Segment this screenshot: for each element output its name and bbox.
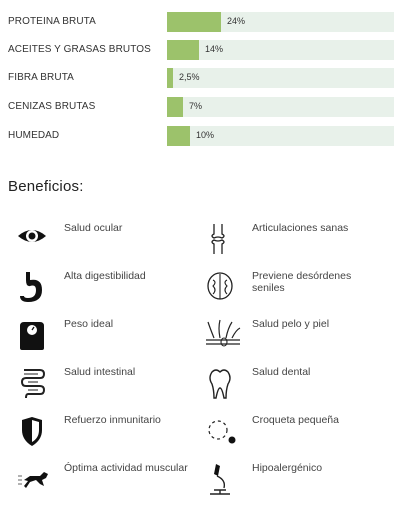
nutrient-value: 24% — [227, 16, 246, 26]
benefit-label: Croqueta pequeña — [252, 414, 339, 426]
nutrient-label: PROTEINA BRUTA — [8, 16, 96, 27]
nutrient-bar: 24% — [167, 12, 394, 32]
nutrient-bar: 7% — [167, 97, 394, 117]
nutrition-row: HUMEDAD 10% — [0, 126, 409, 146]
benefits-title: Beneficios: — [8, 178, 84, 195]
nutrient-bar-fill — [167, 12, 221, 32]
nutrient-bar-fill — [167, 68, 173, 88]
nutrient-label: CENIZAS BRUTAS — [8, 101, 96, 112]
nutrition-row: FIBRA BRUTA 2,5% — [0, 68, 409, 88]
nutrient-bar: 2,5% — [167, 68, 394, 88]
nutrient-bar-fill — [167, 40, 199, 60]
nutrient-value: 7% — [189, 101, 203, 111]
nutrition-row: PROTEINA BRUTA 24% — [0, 12, 409, 32]
eye-icon — [16, 222, 52, 258]
running-dog-icon — [16, 462, 52, 498]
microscope-icon — [204, 462, 240, 498]
benefit-label: Refuerzo inmunitario — [64, 414, 161, 426]
nutrient-bar: 14% — [167, 40, 394, 60]
nutrient-label: FIBRA BRUTA — [8, 72, 74, 83]
nutrient-value: 10% — [196, 130, 215, 140]
skin-hair-icon — [204, 318, 241, 354]
nutrient-value: 2,5% — [179, 72, 200, 82]
nutrient-bar: 10% — [167, 126, 394, 146]
tooth-icon — [204, 366, 240, 402]
benefit-label: Previene desórdenes seniles — [252, 270, 352, 294]
nutrient-label: ACEITES Y GRASAS BRUTOS — [8, 44, 151, 55]
benefit-label: Salud pelo y piel — [252, 318, 330, 330]
kibble-icon — [204, 414, 240, 450]
nutrient-label: HUMEDAD — [8, 130, 60, 141]
benefit-label: Salud intestinal — [64, 366, 136, 378]
benefit-label: Óptima actividad muscular — [64, 462, 188, 474]
scale-icon — [16, 318, 52, 354]
benefit-label: Alta digestibilidad — [64, 270, 146, 282]
nutrient-value: 14% — [205, 44, 224, 54]
nutrition-row: ACEITES Y GRASAS BRUTOS 14% — [0, 40, 409, 60]
nutrient-bar-fill — [167, 126, 190, 146]
stomach-icon — [16, 270, 52, 306]
shield-icon — [16, 414, 52, 450]
benefit-label: Salud dental — [252, 366, 311, 378]
benefit-label: Peso ideal — [64, 318, 114, 330]
intestine-icon — [16, 366, 52, 402]
benefit-label: Salud ocular — [64, 222, 123, 234]
benefit-label: Hipoalergénico — [252, 462, 323, 474]
nutrition-row: CENIZAS BRUTAS 7% — [0, 97, 409, 117]
benefit-label: Articulaciones sanas — [252, 222, 349, 234]
brain-icon — [204, 270, 240, 306]
nutrient-bar-fill — [167, 97, 183, 117]
joint-icon — [204, 222, 240, 258]
